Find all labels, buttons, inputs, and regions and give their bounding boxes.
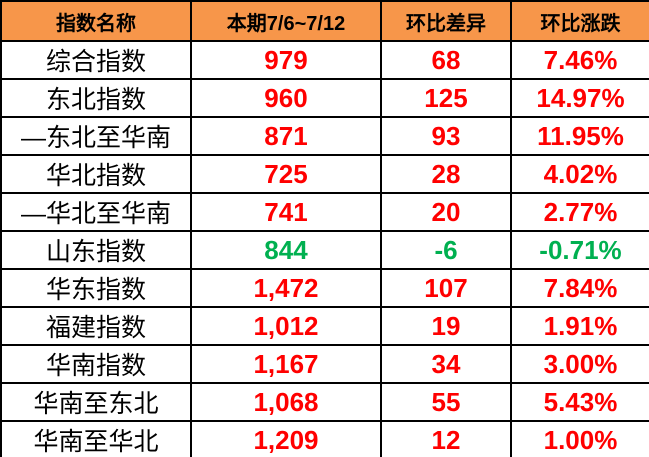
current-value-cell: 725 <box>190 154 382 194</box>
table-row: —华北至华南 741 20 2.77% <box>0 192 649 232</box>
change-percent-cell: 5.43% <box>510 382 649 422</box>
table-row: 华南至华北 1,209 12 1.00% <box>0 420 649 457</box>
change-percent-cell: 4.02% <box>510 154 649 194</box>
diff-value-cell: 34 <box>380 344 512 384</box>
column-header-current: 本期7/6~7/12 <box>190 0 382 42</box>
diff-value-cell: 20 <box>380 192 512 232</box>
diff-value-cell: 28 <box>380 154 512 194</box>
table-row: 华南指数 1,167 34 3.00% <box>0 344 649 384</box>
column-header-index-name: 指数名称 <box>0 0 192 42</box>
diff-value-cell: 107 <box>380 268 512 308</box>
current-value-cell: 1,012 <box>190 306 382 346</box>
table-row: 东北指数 960 125 14.97% <box>0 78 649 118</box>
index-name-cell: —东北至华南 <box>0 116 192 156</box>
current-value-cell: 1,472 <box>190 268 382 308</box>
change-percent-cell: 14.97% <box>510 78 649 118</box>
table-header: 指数名称 本期7/6~7/12 环比差异 环比涨跌 <box>0 0 649 42</box>
current-value-cell: 871 <box>190 116 382 156</box>
table-row: 山东指数 844 -6 -0.71% <box>0 230 649 270</box>
index-name-cell: —华北至华南 <box>0 192 192 232</box>
index-name-cell: 综合指数 <box>0 40 192 80</box>
table-row: 华东指数 1,472 107 7.84% <box>0 268 649 308</box>
current-value-cell: 979 <box>190 40 382 80</box>
column-header-change: 环比涨跌 <box>510 0 649 42</box>
index-name-cell: 华南至东北 <box>0 382 192 422</box>
change-percent-cell: 3.00% <box>510 344 649 384</box>
index-name-cell: 山东指数 <box>0 230 192 270</box>
current-value-cell: 1,068 <box>190 382 382 422</box>
table-row: 华北指数 725 28 4.02% <box>0 154 649 194</box>
current-value-cell: 1,167 <box>190 344 382 384</box>
diff-value-cell: -6 <box>380 230 512 270</box>
current-value-cell: 741 <box>190 192 382 232</box>
index-name-cell: 福建指数 <box>0 306 192 346</box>
index-name-cell: 华北指数 <box>0 154 192 194</box>
change-percent-cell: 7.84% <box>510 268 649 308</box>
diff-value-cell: 19 <box>380 306 512 346</box>
diff-value-cell: 68 <box>380 40 512 80</box>
table-row: —东北至华南 871 93 11.95% <box>0 116 649 156</box>
index-name-cell: 东北指数 <box>0 78 192 118</box>
change-percent-cell: 7.46% <box>510 40 649 80</box>
table-row: 综合指数 979 68 7.46% <box>0 40 649 80</box>
table-row: 福建指数 1,012 19 1.91% <box>0 306 649 346</box>
change-percent-cell: -0.71% <box>510 230 649 270</box>
diff-value-cell: 55 <box>380 382 512 422</box>
column-header-diff: 环比差异 <box>380 0 512 42</box>
header-row: 指数名称 本期7/6~7/12 环比差异 环比涨跌 <box>0 0 649 42</box>
index-name-cell: 华南指数 <box>0 344 192 384</box>
index-name-cell: 华东指数 <box>0 268 192 308</box>
current-value-cell: 1,209 <box>190 420 382 457</box>
change-percent-cell: 1.00% <box>510 420 649 457</box>
change-percent-cell: 1.91% <box>510 306 649 346</box>
current-value-cell: 960 <box>190 78 382 118</box>
diff-value-cell: 93 <box>380 116 512 156</box>
diff-value-cell: 12 <box>380 420 512 457</box>
index-name-cell: 华南至华北 <box>0 420 192 457</box>
current-value-cell: 844 <box>190 230 382 270</box>
table-body: 综合指数 979 68 7.46% 东北指数 960 125 14.97% —东… <box>0 40 649 457</box>
change-percent-cell: 11.95% <box>510 116 649 156</box>
table-row: 华南至东北 1,068 55 5.43% <box>0 382 649 422</box>
change-percent-cell: 2.77% <box>510 192 649 232</box>
diff-value-cell: 125 <box>380 78 512 118</box>
